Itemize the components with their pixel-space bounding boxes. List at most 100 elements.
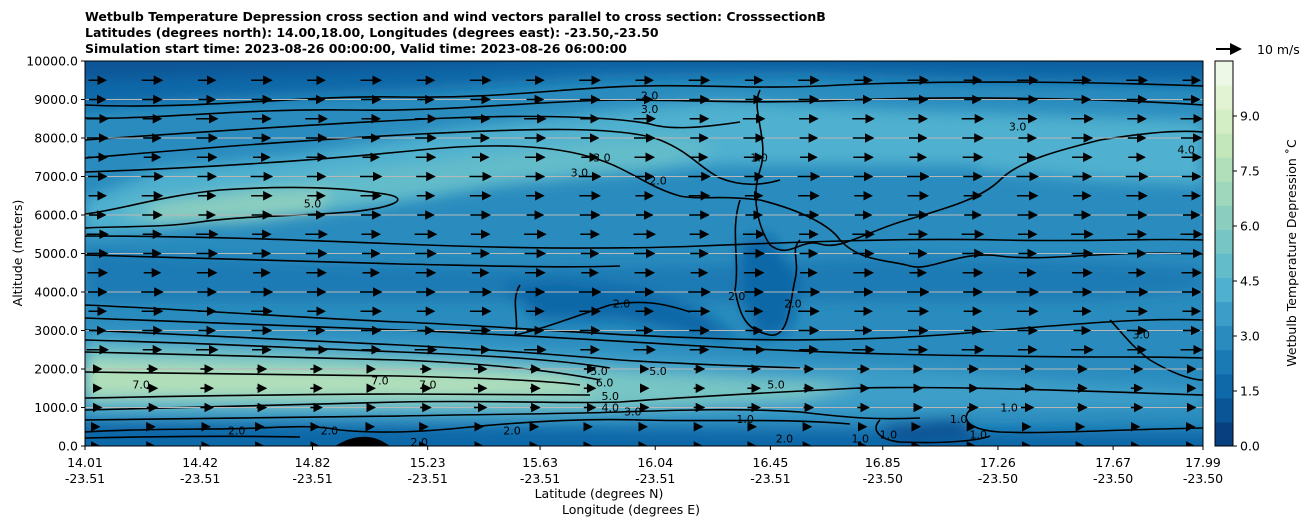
x-tick-label-lat: 17.67 xyxy=(1095,455,1131,470)
contour-label: 2.0 xyxy=(776,432,794,445)
x-tick-label-lat: 15.23 xyxy=(410,455,446,470)
contour-line xyxy=(85,418,851,433)
contour-line xyxy=(85,351,601,381)
colorbar-segment xyxy=(1215,421,1233,447)
contour-label: 4.0 xyxy=(602,402,620,415)
contour-line xyxy=(85,408,921,421)
quiver-key: 10 m/s xyxy=(1216,42,1300,57)
colorbar-segment xyxy=(1215,229,1233,254)
contour-labels: 2.03.03.03.02.01.03.04.05.02.02.02.03.07… xyxy=(132,90,1195,446)
colorbar-tick-label: 4.5 xyxy=(1240,274,1260,289)
field-top-band xyxy=(85,61,1203,109)
contour-line xyxy=(85,115,741,141)
contour-line xyxy=(85,371,581,386)
colorbar-segment xyxy=(1215,349,1233,375)
x-tick-label-lon: -23.51 xyxy=(408,471,448,486)
x-tick-label-lat: 14.01 xyxy=(67,455,103,470)
contour-label: 3.0 xyxy=(1132,328,1150,341)
x-axis-label-lon: Longitude (degrees E) xyxy=(562,502,700,517)
contour-label: 3.0 xyxy=(593,151,611,164)
contour-label: 3.0 xyxy=(641,103,659,116)
x-tick-label-lon: -23.50 xyxy=(978,471,1018,486)
colorbar-segment xyxy=(1215,133,1233,158)
terrain xyxy=(335,436,390,446)
x-tick-label-lat: 16.85 xyxy=(865,455,901,470)
colorbar-segment xyxy=(1215,277,1233,303)
y-tick-label: 1000.0 xyxy=(34,400,78,415)
contour-label: 2.0 xyxy=(503,425,521,438)
x-tick-label-lat: 16.45 xyxy=(753,455,789,470)
y-tick-label: 3000.0 xyxy=(34,323,78,338)
colorbar-segment xyxy=(1215,397,1233,423)
colorbar-tick-label: 6.0 xyxy=(1240,219,1260,234)
y-tick-label: 2000.0 xyxy=(34,362,78,377)
field-surface-dark xyxy=(880,418,980,445)
contour-line xyxy=(85,128,781,186)
x-tick-label-lat: 17.99 xyxy=(1185,455,1221,470)
contour-label: 1.0 xyxy=(852,432,870,445)
colorbar-segment xyxy=(1215,61,1233,86)
colorbar-segment xyxy=(1215,301,1233,327)
contour-label: 2.0 xyxy=(321,425,339,438)
contour-label: 5.0 xyxy=(602,390,620,403)
y-tick-label: 8000.0 xyxy=(34,131,78,146)
contour-label: 2.0 xyxy=(649,174,667,187)
contour-line xyxy=(85,186,399,229)
quiver-key-label: 10 m/s xyxy=(1257,42,1300,57)
chart-title-line-2: Latitudes (degrees north): 14.00,18.00, … xyxy=(85,25,659,40)
colorbar-segment xyxy=(1215,205,1233,230)
y-tick-label: 10000.0 xyxy=(26,54,78,69)
contour-label: 1.0 xyxy=(880,428,898,441)
x-axis-label-lat: Latitude (degrees N) xyxy=(535,486,664,501)
contour-line xyxy=(85,435,301,439)
colorbar-segment xyxy=(1215,181,1233,206)
x-axis: 14.01-23.5114.42-23.5114.82-23.5115.23-2… xyxy=(65,446,1223,486)
colorbar-frame xyxy=(1214,60,1234,447)
contour-label: 6.0 xyxy=(596,376,614,389)
colorbar-segment xyxy=(1215,109,1233,134)
x-tick-label-lat: 14.42 xyxy=(182,455,218,470)
contour-label: 4.0 xyxy=(1177,144,1195,157)
contour-label: 5.0 xyxy=(590,365,608,378)
wind-vectors xyxy=(86,75,1203,446)
contour-line xyxy=(1109,319,1203,381)
colorbar-segment xyxy=(1215,253,1233,279)
x-tick-label-lon: -23.51 xyxy=(520,471,560,486)
colorbar-segment xyxy=(1215,85,1233,110)
plot-area: 2.03.03.03.02.01.03.04.05.02.02.02.03.07… xyxy=(85,61,1203,446)
colorbar-segment xyxy=(1215,373,1233,399)
contour-label: 7.0 xyxy=(419,378,437,391)
contour-line xyxy=(85,393,591,399)
contour-line xyxy=(85,254,621,268)
chart-title-line-1: Wetbulb Temperature Depression cross sec… xyxy=(85,9,826,24)
contour-label: 5.0 xyxy=(767,378,785,391)
contour-label: 1.0 xyxy=(750,151,768,164)
x-tick-label-lat: 15.63 xyxy=(522,455,558,470)
y-tick-label: 7000.0 xyxy=(34,169,78,184)
y-tick-label: 9000.0 xyxy=(34,92,78,107)
x-tick-label-lat: 14.82 xyxy=(295,455,331,470)
colorbar-tick-label: 3.0 xyxy=(1240,329,1260,344)
x-tick-label-lat: 16.04 xyxy=(637,455,673,470)
contour-line xyxy=(734,199,801,336)
y-axis-label: Altitude (meters) xyxy=(10,200,25,307)
contour-line xyxy=(85,145,1203,268)
colorbar-segment xyxy=(1215,157,1233,182)
contour-label: 2.0 xyxy=(228,425,246,438)
colorbar-tick-label: 9.0 xyxy=(1240,109,1260,124)
field-mid-dark-2 xyxy=(500,280,740,340)
colorbar-tick-label: 7.5 xyxy=(1240,164,1260,179)
contour-lines xyxy=(85,81,1203,444)
y-tick-label: 4000.0 xyxy=(34,285,78,300)
contour-line xyxy=(513,284,691,337)
contour-label: 3.0 xyxy=(1009,120,1027,133)
colorbar-tick-label: 0.0 xyxy=(1240,439,1260,454)
contour-label: 2.0 xyxy=(728,290,746,303)
x-tick-label-lon: -23.51 xyxy=(750,471,790,486)
contour-label: 2.0 xyxy=(784,298,802,311)
y-axis: 0.0 1000.0 2000.0 3000.0 4000.0 5000.0 6000.0 7… xyxy=(26,54,85,454)
colorbar-segment xyxy=(1215,325,1233,351)
contour-label: 7.0 xyxy=(371,375,389,388)
